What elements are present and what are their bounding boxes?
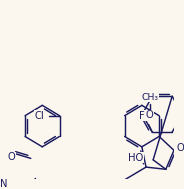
Text: O: O [176,143,184,153]
Text: HO: HO [128,153,143,163]
Text: F: F [139,111,145,121]
Text: O: O [8,152,15,162]
Text: CH₃: CH₃ [142,93,159,102]
Text: O: O [146,110,153,120]
Text: N: N [0,179,8,189]
Text: Cl: Cl [35,111,45,121]
